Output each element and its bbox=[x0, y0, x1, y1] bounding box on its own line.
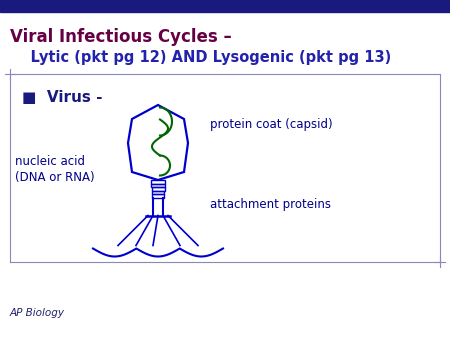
Text: protein coat (capsid): protein coat (capsid) bbox=[210, 118, 333, 131]
Text: nucleic acid
(DNA or RNA): nucleic acid (DNA or RNA) bbox=[15, 155, 94, 184]
Text: Viral Infectious Cycles –: Viral Infectious Cycles – bbox=[10, 28, 232, 46]
Bar bbox=[152, 191, 164, 194]
Bar bbox=[152, 187, 165, 191]
Text: ■  Virus -: ■ Virus - bbox=[22, 90, 103, 105]
Bar bbox=[151, 184, 165, 187]
Bar bbox=[151, 180, 165, 184]
Bar bbox=[152, 194, 164, 197]
Text: Lytic (pkt pg 12) AND Lysogenic (pkt pg 13): Lytic (pkt pg 12) AND Lysogenic (pkt pg … bbox=[10, 50, 391, 65]
Text: AP Biology: AP Biology bbox=[10, 308, 65, 318]
Bar bbox=[0, 0, 450, 12]
Text: attachment proteins: attachment proteins bbox=[210, 198, 331, 211]
